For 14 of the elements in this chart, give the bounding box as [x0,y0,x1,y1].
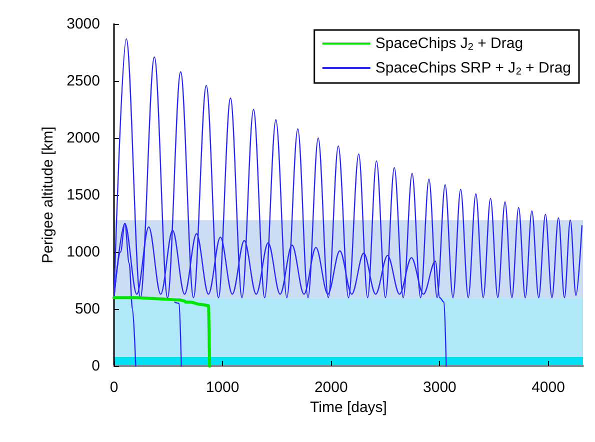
x-tick-label: 3000 [423,379,456,396]
y-tick-label: 2000 [66,130,100,146]
y-tick-label: 1500 [66,186,100,204]
x-tick-label: 0 [110,379,118,396]
x-tick-label: 2000 [314,379,348,396]
y-tick-label: 1000 [66,244,100,260]
y-axis-title: Perigee altitude [km] [40,126,57,264]
x-axis-title: Time [days] [310,399,387,416]
y-tick-label: 2500 [66,72,100,90]
x-tick-label: 4000 [532,379,565,396]
y-tick-label: 0 [92,358,100,374]
y-tick-label: 3000 [66,16,100,32]
x-tick-label: 1000 [206,379,240,396]
y-tick-label: 500 [74,300,100,318]
